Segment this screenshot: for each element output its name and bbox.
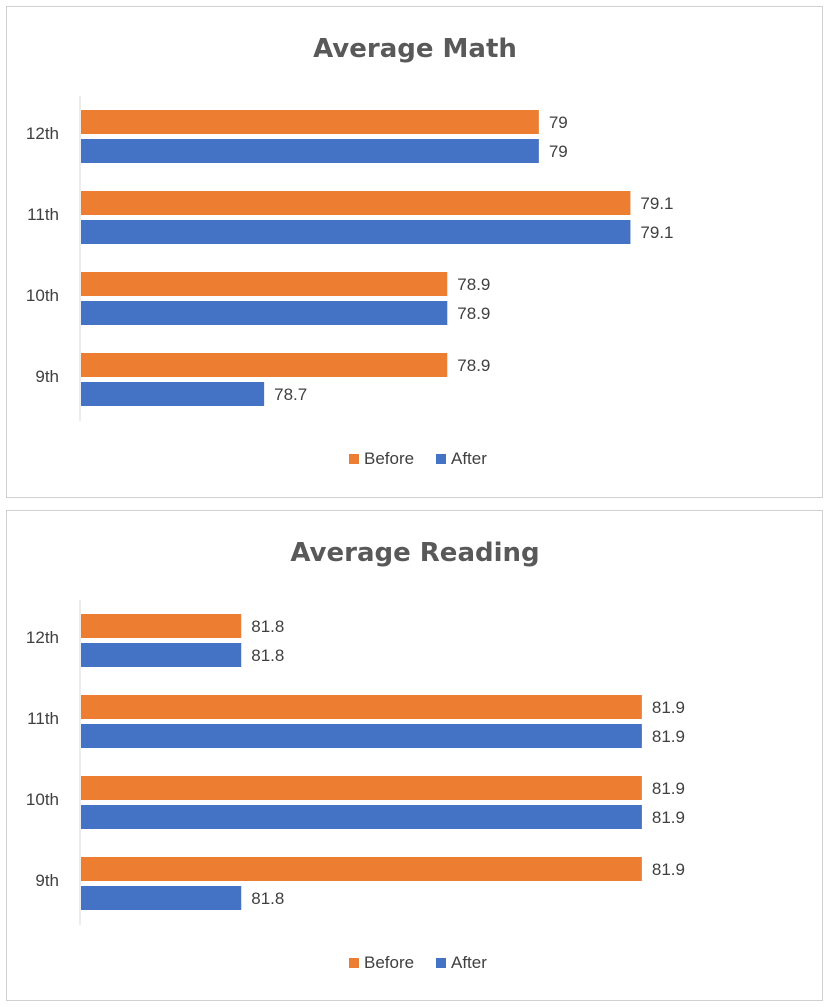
- category-label: 9th: [35, 871, 59, 890]
- data-label-before: 81.9: [652, 860, 685, 879]
- reading-chart-panel: Average Reading 12th 81.8 81.8 11th 81.9 81.9…: [6, 510, 823, 1001]
- data-label-before: 78.9: [457, 275, 490, 294]
- data-label-before: 79.1: [640, 194, 673, 213]
- chart-title: Average Math: [313, 34, 517, 64]
- reading-chart: Average Reading 12th 81.8 81.8 11th 81.9 81.9…: [26, 538, 685, 972]
- bar-before-12th: [81, 110, 539, 134]
- legend-swatch-before: [349, 958, 359, 968]
- category-label: 12th: [26, 628, 59, 647]
- bar-before-9th: [81, 857, 642, 881]
- math-chart-panel: Average Math 12th 79 79 11th 79.1 79.1 10th 78.…: [6, 6, 823, 498]
- data-label-before: 81.9: [652, 779, 685, 798]
- data-label-before: 81.9: [652, 698, 685, 717]
- bar-before-12th: [81, 614, 242, 638]
- bar-before-9th: [81, 353, 448, 377]
- legend-label-after: After: [451, 449, 487, 468]
- legend-swatch-before: [349, 454, 359, 464]
- bar-after-12th: [81, 139, 539, 163]
- data-label-before: 81.8: [251, 617, 284, 636]
- bar-after-10th: [81, 301, 448, 325]
- bar-before-10th: [81, 272, 448, 296]
- bar-after-12th: [81, 643, 242, 667]
- data-label-after: 78.9: [457, 304, 490, 323]
- chart-title: Average Reading: [290, 538, 539, 568]
- legend-swatch-after: [436, 958, 446, 968]
- math-chart: Average Math 12th 79 79 11th 79.1 79.1 10th 78.…: [26, 34, 674, 468]
- data-label-before: 79: [549, 113, 568, 132]
- category-label: 10th: [26, 286, 59, 305]
- category-label: 12th: [26, 124, 59, 143]
- bar-after-9th: [81, 382, 265, 406]
- data-label-after: 78.7: [274, 385, 307, 404]
- category-label: 11th: [27, 205, 59, 224]
- data-label-after: 79: [549, 142, 568, 161]
- category-label: 9th: [35, 367, 59, 386]
- data-label-after: 81.8: [251, 889, 284, 908]
- bar-before-11th: [81, 695, 642, 719]
- bar-after-11th: [81, 220, 631, 244]
- category-label: 10th: [26, 790, 59, 809]
- bar-after-9th: [81, 886, 242, 910]
- category-label: 11th: [27, 709, 59, 728]
- bar-after-10th: [81, 805, 642, 829]
- legend-label-before: Before: [364, 449, 414, 468]
- data-label-before: 78.9: [457, 356, 490, 375]
- data-label-after: 81.8: [251, 646, 284, 665]
- data-label-after: 81.9: [652, 727, 685, 746]
- bar-after-11th: [81, 724, 642, 748]
- legend-label-before: Before: [364, 953, 414, 972]
- data-label-after: 81.9: [652, 808, 685, 827]
- bar-before-11th: [81, 191, 631, 215]
- legend-label-after: After: [451, 953, 487, 972]
- data-label-after: 79.1: [640, 223, 673, 242]
- legend-swatch-after: [436, 454, 446, 464]
- bar-before-10th: [81, 776, 642, 800]
